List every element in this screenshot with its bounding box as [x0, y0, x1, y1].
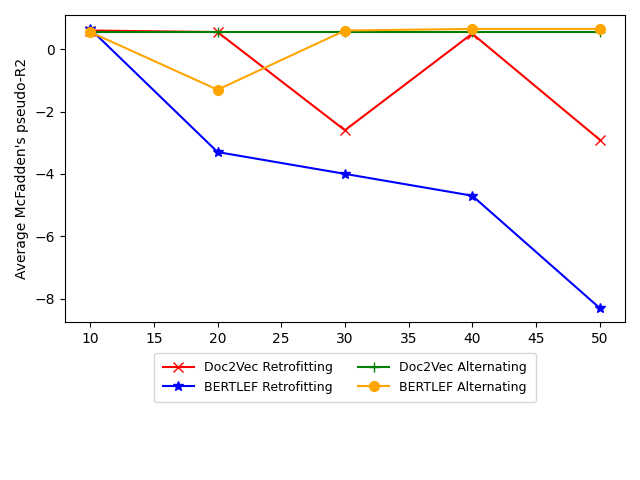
Doc2Vec Alternating [86, 29, 94, 35]
BERTLEF Alternating [86, 29, 94, 35]
Doc2Vec Retrofitting [214, 29, 221, 35]
Doc2Vec Alternating [214, 29, 221, 35]
Doc2Vec Alternating [468, 29, 476, 35]
Line: BERTLEF Alternating: BERTLEF Alternating [85, 24, 604, 95]
BERTLEF Retrofitting [468, 193, 476, 199]
Line: BERTLEF Retrofitting: BERTLEF Retrofitting [85, 24, 604, 313]
BERTLEF Alternating [341, 28, 349, 34]
Legend: Doc2Vec Retrofitting, BERTLEF Retrofitting, Doc2Vec Alternating, BERTLEF Alterna: Doc2Vec Retrofitting, BERTLEF Retrofitti… [154, 353, 536, 402]
Doc2Vec Retrofitting [596, 137, 604, 143]
Doc2Vec Retrofitting [341, 127, 349, 133]
BERTLEF Retrofitting [214, 149, 221, 155]
Line: Doc2Vec Retrofitting: Doc2Vec Retrofitting [85, 25, 604, 144]
BERTLEF Retrofitting [341, 171, 349, 177]
BERTLEF Retrofitting [596, 305, 604, 311]
Line: Doc2Vec Alternating: Doc2Vec Alternating [85, 27, 604, 37]
Doc2Vec Retrofitting [86, 28, 94, 34]
Doc2Vec Alternating [341, 29, 349, 35]
Doc2Vec Retrofitting [468, 31, 476, 36]
BERTLEF Retrofitting [86, 26, 94, 32]
BERTLEF Alternating [596, 26, 604, 32]
BERTLEF Alternating [468, 26, 476, 32]
Doc2Vec Alternating [596, 29, 604, 35]
BERTLEF Alternating [214, 87, 221, 93]
Y-axis label: Average McFadden's pseudo-R2: Average McFadden's pseudo-R2 [15, 58, 29, 279]
